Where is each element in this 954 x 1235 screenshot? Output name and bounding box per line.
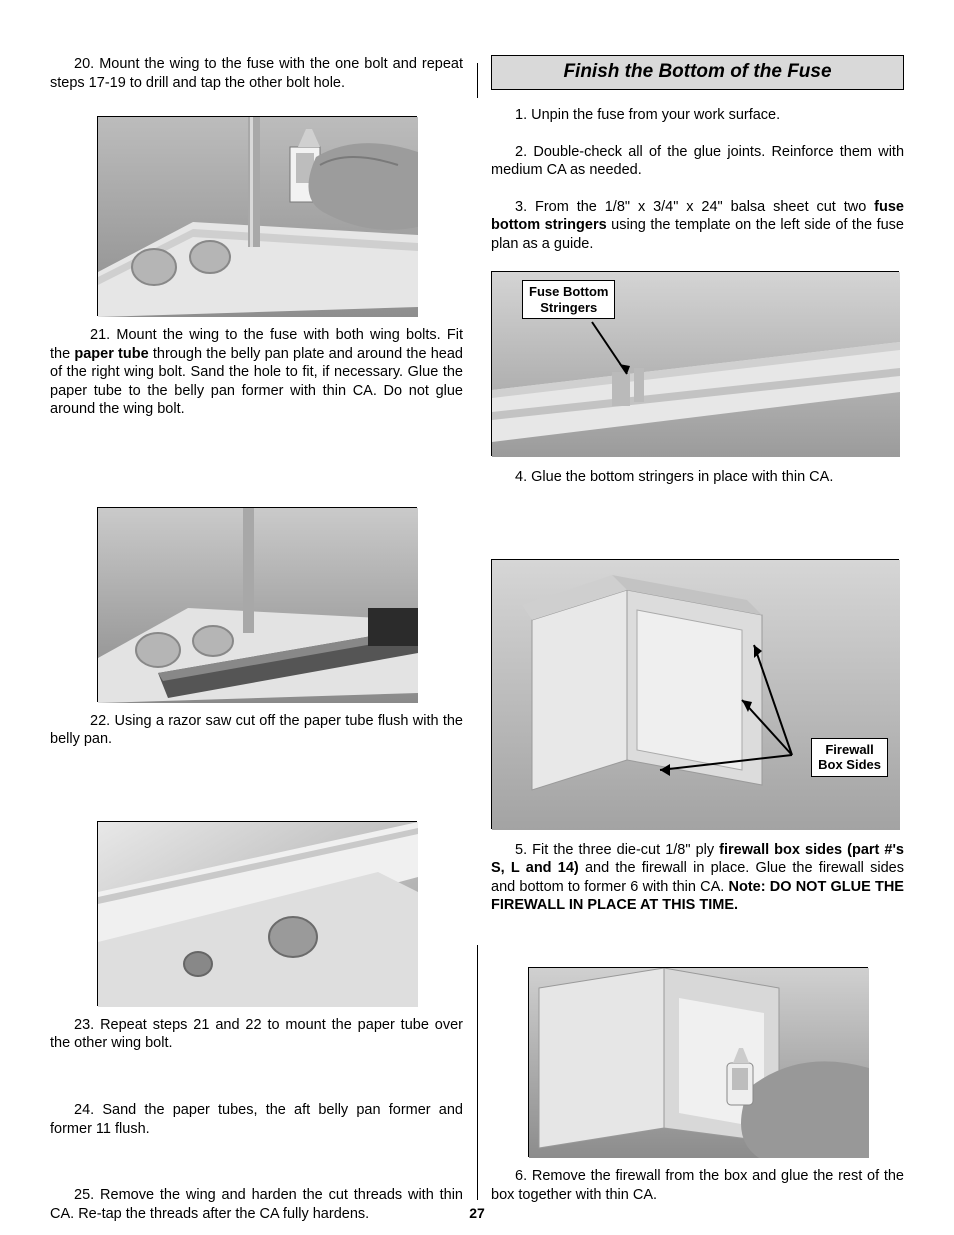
- step-22-text: Using a razor saw cut off the paper tube…: [50, 713, 463, 748]
- page-number: 27: [0, 1205, 954, 1221]
- callout-line1: Fuse Bottom: [529, 284, 608, 299]
- step-24-text: Sand the paper tubes, the aft belly pan …: [50, 1102, 463, 1137]
- step-3: 3. From the 1/8" x 3/4" x 24" balsa shee…: [491, 198, 904, 254]
- figure-22: [97, 507, 417, 702]
- step-6: 6. Remove the firewall from the box and …: [491, 1167, 904, 1204]
- step-20: 20. Mount the wing to the fuse with the …: [50, 55, 463, 92]
- step-3-lead: From the 1/8" x 3/4" x 24" balsa sheet c…: [535, 199, 874, 215]
- figure-21: [97, 116, 417, 316]
- step-24-num: 24.: [74, 1102, 94, 1118]
- page: 20. Mount the wing to the fuse with the …: [50, 55, 904, 1195]
- step-4-text: Glue the bottom stringers in place with …: [531, 469, 833, 485]
- step-22-num: 22.: [90, 713, 110, 729]
- callout-line2: Stringers: [540, 300, 597, 315]
- step-22: 22. Using a razor saw cut off the paper …: [50, 712, 463, 749]
- column-divider-top: [477, 63, 478, 98]
- step-23-text: Repeat steps 21 and 22 to mount the pape…: [50, 1017, 463, 1052]
- step-3-num: 3.: [515, 199, 527, 215]
- step-5: 5. Fit the three die-cut 1/8" ply firewa…: [491, 841, 904, 915]
- callout-firewall-box-sides: Firewall Box Sides: [811, 738, 888, 777]
- step-23: 23. Repeat steps 21 and 22 to mount the …: [50, 1016, 463, 1053]
- figure-6: [528, 967, 868, 1157]
- left-column: 20. Mount the wing to the fuse with the …: [50, 55, 477, 1195]
- figure-5: Firewall Box Sides: [491, 559, 899, 829]
- step-21-bold: paper tube: [74, 346, 148, 362]
- step-4-num: 4.: [515, 469, 527, 485]
- step-2: 2. Double-check all of the glue joints. …: [491, 143, 904, 180]
- step-1-text: Unpin the fuse from your work surface.: [531, 107, 780, 123]
- step-6-num: 6.: [515, 1168, 527, 1184]
- step-5-lead: Fit the three die-cut 1/8" ply: [532, 842, 719, 858]
- step-4: 4. Glue the bottom stringers in place wi…: [491, 468, 904, 487]
- callout-fuse-bottom-stringers: Fuse Bottom Stringers: [522, 280, 615, 319]
- step-20-text: Mount the wing to the fuse with the one …: [50, 56, 463, 91]
- step-6-text: Remove the firewall from the box and glu…: [491, 1168, 904, 1203]
- step-2-text: Double-check all of the glue joints. Rei…: [491, 144, 904, 179]
- step-5-num: 5.: [515, 842, 527, 858]
- column-divider-bottom: [477, 945, 478, 1200]
- step-21: 21. Mount the wing to the fuse with both…: [50, 326, 463, 419]
- step-2-num: 2.: [515, 144, 527, 160]
- right-column: Finish the Bottom of the Fuse 1. Unpin t…: [477, 55, 904, 1195]
- figure-23: [97, 821, 417, 1006]
- section-header: Finish the Bottom of the Fuse: [491, 55, 904, 90]
- step-20-num: 20.: [74, 56, 94, 72]
- callout-5-line1: Firewall: [825, 742, 873, 757]
- step-25-num: 25.: [74, 1187, 94, 1203]
- figure-4: Fuse Bottom Stringers: [491, 271, 899, 456]
- callout-5-line2: Box Sides: [818, 757, 881, 772]
- step-23-num: 23.: [74, 1017, 94, 1033]
- step-1-num: 1.: [515, 107, 527, 123]
- step-21-num: 21.: [90, 327, 110, 343]
- step-1: 1. Unpin the fuse from your work surface…: [491, 106, 904, 125]
- step-24: 24. Sand the paper tubes, the aft belly …: [50, 1101, 463, 1138]
